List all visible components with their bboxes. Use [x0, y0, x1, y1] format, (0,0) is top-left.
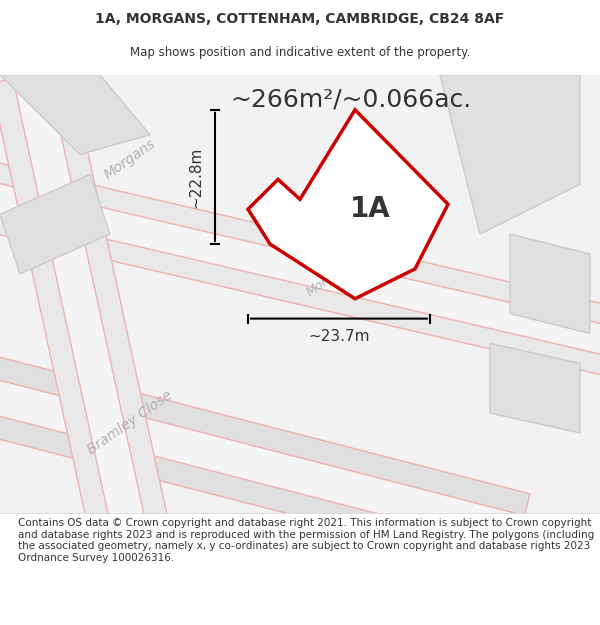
- Text: Map shows position and indicative extent of the property.: Map shows position and indicative extent…: [130, 46, 470, 59]
- Text: ~266m²/~0.066ac.: ~266m²/~0.066ac.: [230, 88, 471, 112]
- Polygon shape: [0, 376, 524, 549]
- Polygon shape: [510, 234, 590, 334]
- Polygon shape: [0, 354, 530, 571]
- Polygon shape: [0, 75, 150, 154]
- Polygon shape: [13, 71, 147, 536]
- Text: 1A: 1A: [350, 195, 391, 223]
- Text: ~23.7m: ~23.7m: [308, 329, 370, 344]
- Text: Bramley Close: Bramley Close: [85, 389, 175, 458]
- Polygon shape: [0, 174, 110, 274]
- Text: Morgans: Morgans: [304, 258, 356, 299]
- Polygon shape: [0, 161, 600, 378]
- Polygon shape: [248, 110, 448, 299]
- Text: 1A, MORGANS, COTTENHAM, CAMBRIDGE, CB24 8AF: 1A, MORGANS, COTTENHAM, CAMBRIDGE, CB24 …: [95, 12, 505, 26]
- Polygon shape: [0, 66, 169, 541]
- Text: Contains OS data © Crown copyright and database right 2021. This information is : Contains OS data © Crown copyright and d…: [18, 518, 594, 563]
- Text: Morgans: Morgans: [101, 137, 158, 182]
- Polygon shape: [0, 180, 600, 358]
- Polygon shape: [490, 344, 580, 433]
- Text: ~22.8m: ~22.8m: [188, 146, 203, 208]
- Polygon shape: [440, 75, 580, 234]
